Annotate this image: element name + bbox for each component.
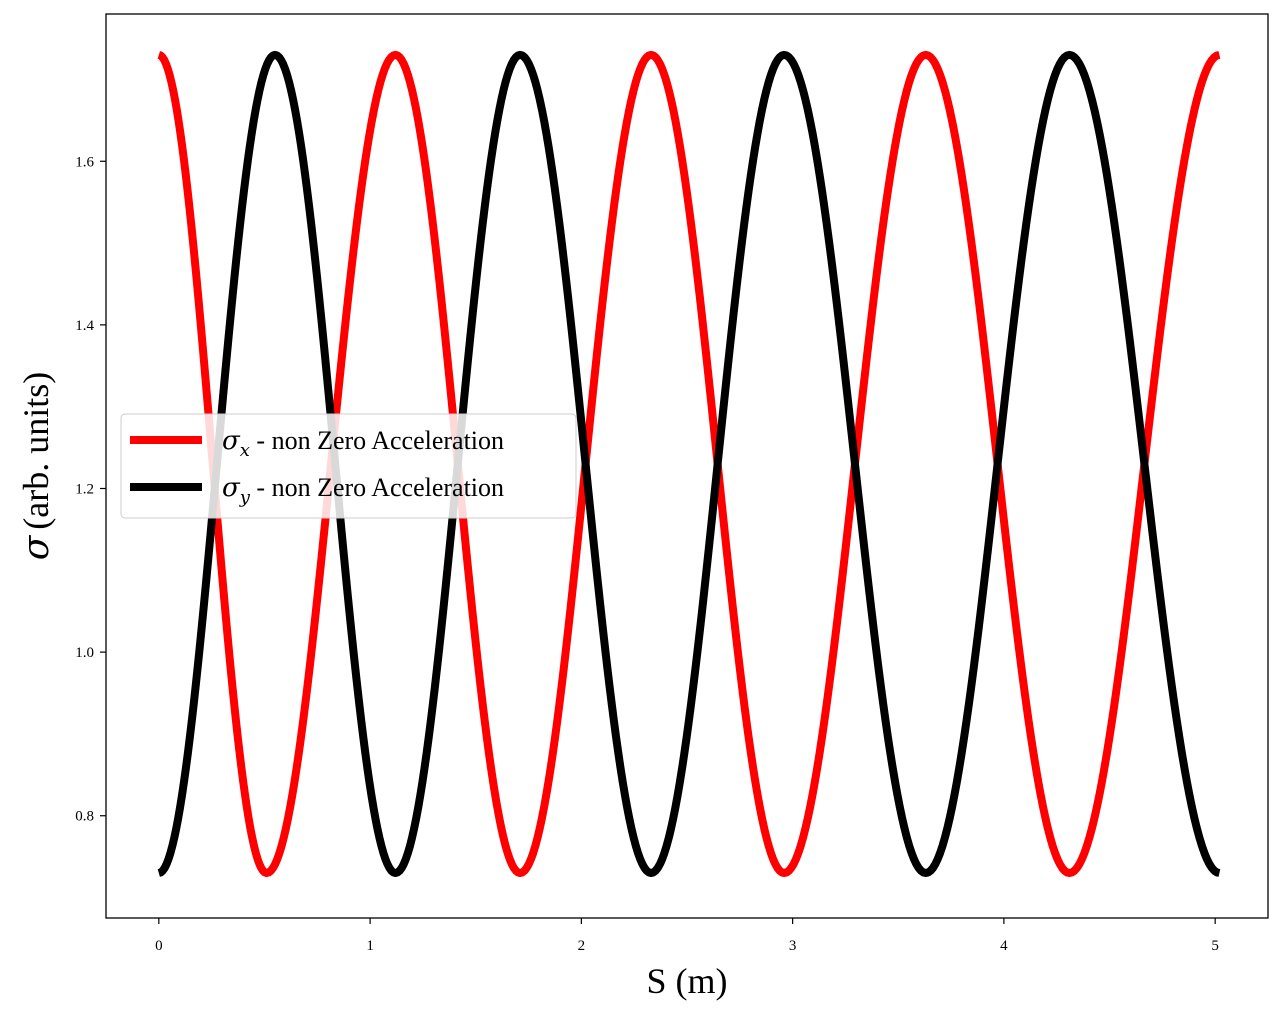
legend-entry-sigma-x: σx - non Zero Acceleration — [222, 426, 504, 461]
legend-sigma-x-suffix: - non Zero Acceleration — [250, 426, 504, 455]
y-tick-label: 0.8 — [75, 809, 94, 825]
legend: σx - non Zero Acceleration σy - non Zero… — [120, 413, 577, 519]
series-line-sigma-y — [156, 50, 1221, 877]
x-tick-label: 5 — [1211, 938, 1219, 954]
x-tick-label: 4 — [1000, 938, 1008, 954]
plot-frame — [105, 13, 1269, 919]
legend-box — [120, 413, 577, 519]
legend-sigma-x-symbol: σ — [222, 426, 241, 456]
series-layer — [156, 50, 1221, 877]
y-tick-label: 1.2 — [75, 481, 94, 497]
series-line-sigma-x — [156, 50, 1221, 877]
y-axis-label-text: (arb. units) — [16, 372, 56, 530]
y-tick-label: 1.4 — [75, 318, 94, 334]
y-axis-label: σ (arb. units) — [16, 372, 57, 561]
x-axis-label: S (m) — [647, 961, 728, 1001]
y-tick-label: 1.6 — [75, 154, 94, 170]
ticks-layer: 0 1 2 3 4 5 0.8 1.0 1.2 1.4 1.6 — [75, 154, 1219, 954]
x-tick-label: 3 — [789, 938, 797, 954]
x-tick-label: 0 — [155, 938, 163, 954]
legend-sigma-y-suffix: - non Zero Acceleration — [250, 473, 504, 502]
legend-sigma-y-symbol: σ — [222, 473, 241, 503]
y-tick-label: 1.0 — [75, 645, 94, 661]
legend-sigma-x-subscript: x — [240, 440, 250, 461]
y-axis-label-symbol: σ — [16, 534, 57, 560]
x-tick-label: 2 — [578, 938, 586, 954]
legend-sigma-y-subscript: y — [239, 487, 251, 508]
legend-entry-sigma-y: σy - non Zero Acceleration — [222, 473, 504, 508]
x-tick-label: 1 — [366, 938, 374, 954]
